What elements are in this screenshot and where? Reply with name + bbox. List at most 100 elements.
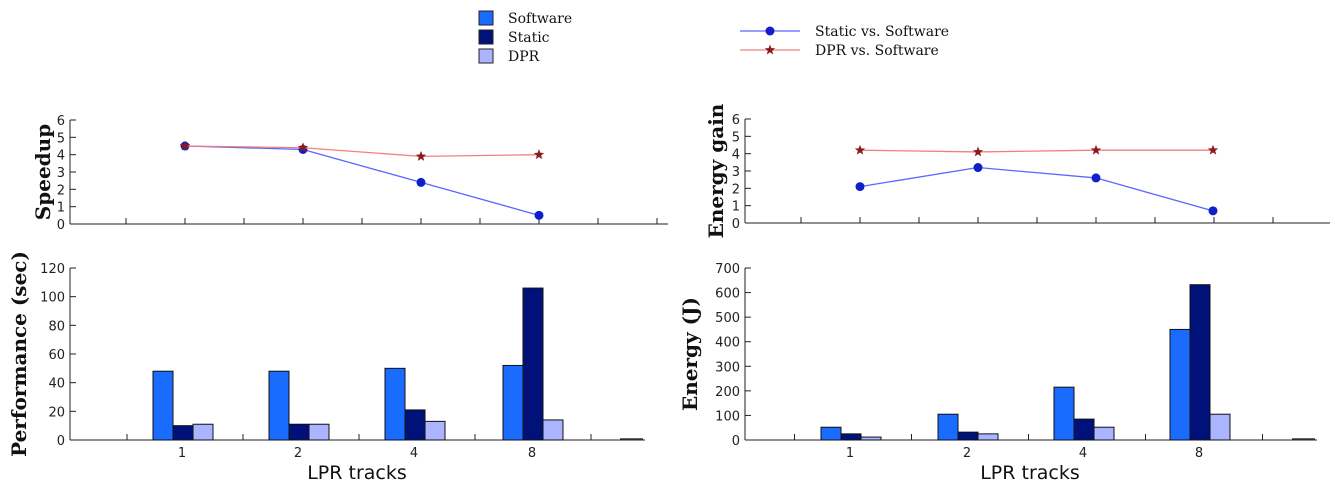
bar [308,423,330,441]
legend-swatch-static [478,29,494,45]
x-tick-label: 1 [178,446,186,461]
x-tick-label: 8 [528,446,536,461]
y-tick-label: 4 [732,148,740,163]
bar [192,423,214,441]
y-tick-label: 5 [732,130,740,145]
legend-label-line-0: Static vs. Software [815,24,949,40]
y-tick-label: 4 [57,149,65,164]
x-tick-label: 8 [1195,446,1203,461]
y-tick-label: 80 [48,319,65,334]
bar [502,364,524,441]
x-axis-label: LPR tracks [307,462,407,484]
y-tick-label: 2 [57,183,65,198]
bar [404,409,426,441]
y-tick-label: 300 [715,360,740,375]
bar [820,426,842,441]
y-tick-label: 6 [732,113,740,128]
bar [1073,418,1095,441]
data-point-star [1090,144,1102,155]
y-tick-label: 200 [715,385,740,400]
x-tick-label: 4 [410,446,418,461]
x-tick-label: 2 [963,446,971,461]
x-tick-label: 2 [294,446,302,461]
series-line [859,149,1213,153]
y-tick-label: 100 [715,409,740,424]
bar [522,287,544,441]
legend-swatch-software [478,10,494,26]
bar [424,420,446,441]
y-tick-label: 600 [715,287,740,302]
data-point-star [415,150,427,161]
y-axis-label: Speedup [31,124,55,220]
y-tick-label: 1 [57,201,65,216]
legend-label-line-1: DPR vs. Software [815,43,939,59]
y-tick-label: 100 [40,291,65,306]
legend-label-static: Static [508,30,550,46]
bar [268,370,290,441]
y-axis-label: Energy gain [704,103,728,238]
legend: Software Static DPR Static vs. Software DPR … [478,10,949,65]
legend-label-software: Software [508,11,572,27]
y-axis-label: Energy (J) [678,297,702,411]
y-tick-label: 60 [48,348,65,363]
x-axis-label: LPR tracks [980,462,1080,484]
y-tick-label: 6 [57,114,65,129]
chart-energy_gain: 0 1 2 3 4 5 6 Energy gain [704,103,1330,238]
bar [1189,284,1211,441]
data-point-star [297,142,309,153]
legend-marker-star [764,44,776,55]
y-tick-label: 20 [48,405,65,420]
bar [152,370,174,441]
bar [288,423,310,441]
bar [172,425,194,441]
data-point-circle [855,182,865,192]
data-point-star [972,146,984,157]
bar [840,433,862,441]
legend-label-dpr: DPR [508,49,540,65]
x-tick-label: 4 [1079,446,1087,461]
chart-panels: 0123456Speedup020406080100120Performance… [7,103,1330,484]
y-tick-label: 0 [732,434,740,449]
data-point-star [1207,144,1219,155]
chart-energy: 0 100 200 300 400 500 600 700 Energy (J) 1 2 4 8 LPR … [678,262,1317,484]
y-tick-label: 5 [57,131,65,146]
bar [977,433,999,441]
y-tick-label: 400 [715,336,740,351]
y-tick-label: 0 [732,217,740,232]
bar [1169,328,1191,441]
bar [937,413,959,441]
data-point-circle [973,163,983,173]
y-tick-label: 40 [48,377,65,392]
bar [957,431,979,441]
y-tick-label: 3 [57,166,65,181]
bar [384,367,406,441]
x-tick-label: 1 [846,446,854,461]
chart-performance: 0 20 40 60 80 100 120 Performance (sec) 1 2 4 8 LPR … [7,251,645,484]
legend-swatch-dpr [478,48,494,64]
legend-marker-circle [765,26,775,36]
data-point-circle [416,177,426,187]
y-tick-label: 3 [732,165,740,180]
y-tick-label: 0 [57,434,65,449]
data-point-circle [534,210,544,220]
series-line [184,145,540,158]
series-line [184,145,540,216]
y-tick-label: 1 [732,200,740,215]
bar [860,436,882,441]
data-point-star [854,144,866,155]
y-axis-label: Performance (sec) [7,251,31,457]
y-tick-label: 120 [40,262,65,277]
bar [542,419,564,441]
data-point-star [533,149,545,160]
bar [1209,413,1231,441]
data-point-circle [1091,173,1101,183]
bar [1093,426,1115,441]
series-line [859,166,1214,212]
data-point-circle [1208,206,1218,216]
y-tick-label: 2 [732,182,740,197]
data-point-star [179,140,191,151]
y-tick-label: 500 [715,311,740,326]
bar [1053,386,1075,441]
